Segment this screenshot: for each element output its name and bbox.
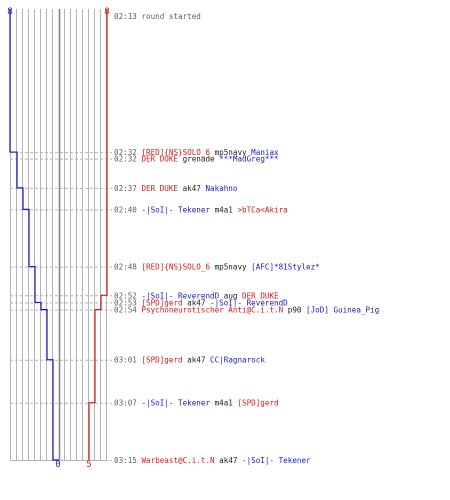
- player-name: >bTCa<Akira: [237, 205, 287, 214]
- red-top-score-label: 8: [104, 7, 109, 17]
- blue-team-alive-line: [9, 9, 59, 461]
- player-name: [JoD] Guinea_Pig: [306, 306, 379, 315]
- event-time: 02:48: [114, 263, 141, 272]
- weapon-name: ak47: [178, 184, 205, 193]
- kill-entry: 03:15 Warbeast@C.i.t.N ak47 -|SoI|- Teke…: [114, 456, 311, 465]
- player-name: DER DUKE: [141, 184, 178, 193]
- player-name: [SPD]gerd: [141, 356, 182, 365]
- player-name: ***MadGreg***: [219, 155, 278, 164]
- kill-entry: 02:52 -|SoI|- ReverendD aug DER DUKE: [114, 291, 279, 300]
- round-start-entry: 02:13 round started: [114, 12, 201, 21]
- event-time: 02:40: [114, 205, 141, 214]
- player-name: Maniax: [251, 148, 279, 157]
- weapon-name: mp5navy: [210, 263, 251, 272]
- red-bottom-score-label: 5: [86, 460, 91, 470]
- player-name: Nakahno: [205, 184, 237, 193]
- kill-entry: 02:37 DER DUKE ak47 Nakahno: [114, 184, 238, 193]
- kill-entry: 02:40 -|SoI|- Tekener m4a1 >bTCa<Akira: [114, 205, 288, 214]
- weapon-name: aug: [219, 291, 242, 300]
- kill-entry: 02:32 DER DUKE grenade ***MadGreg***: [114, 155, 279, 164]
- player-name: -|SoI|- ReverendD: [210, 298, 288, 307]
- player-name: Psychoneurotischer Anti@C.i.t.N: [141, 306, 283, 315]
- player-grid: [10, 9, 108, 461]
- event-time: 02:53: [114, 298, 141, 307]
- weapon-name: grenade: [178, 155, 219, 164]
- player-name: -|SoI|- Tekener: [242, 456, 311, 465]
- blue-bottom-score-label: 0: [55, 460, 60, 470]
- event-time: 02:32: [114, 155, 141, 164]
- weapon-name: mp5navy: [210, 148, 251, 157]
- event-time: 03:01: [114, 356, 141, 365]
- blue-top-score-label: 8: [7, 7, 12, 17]
- player-name: Warbeast@C.i.t.N: [141, 456, 215, 465]
- player-name: CC|Ragnarock: [210, 356, 265, 365]
- kill-log: 02:13 round started 02:32 [RED]{NS}SOLO_6…: [114, 12, 379, 465]
- kill-entry: 03:01 [SPD]gerd ak47 CC|Ragnarock: [114, 356, 265, 365]
- alive-lines: [9, 9, 108, 461]
- weapon-name: ak47: [183, 298, 210, 307]
- player-name: [RED]{NS}SOLO_6: [141, 148, 210, 157]
- event-time: 03:07: [114, 399, 141, 408]
- event-time: 02:54: [114, 306, 141, 315]
- player-name: DER DUKE: [242, 291, 279, 300]
- event-time: 02:52: [114, 291, 141, 300]
- player-name: [SPD]gerd: [141, 298, 182, 307]
- player-name: [SPD]gerd: [237, 399, 278, 408]
- player-name: -|SoI|- ReverendD: [141, 291, 219, 300]
- player-name: [AFC]*81Stylez*: [251, 263, 320, 272]
- event-time: 02:37: [114, 184, 141, 193]
- kill-entry: 02:32 [RED]{NS}SOLO_6 mp5navy Maniax: [114, 148, 279, 157]
- weapon-name: m4a1: [210, 205, 237, 214]
- weapon-name: ak47: [215, 456, 242, 465]
- score-labels: 8 8 0 5: [7, 7, 109, 470]
- event-guide-lines: [10, 152, 112, 461]
- player-name: DER DUKE: [141, 155, 178, 164]
- weapon-name: ak47: [183, 356, 210, 365]
- weapon-name: p90: [283, 306, 306, 315]
- event-time: 02:32: [114, 148, 141, 157]
- weapon-name: m4a1: [210, 399, 237, 408]
- kill-entry: 03:07 -|SoI|- Tekener m4a1 [SPD]gerd: [114, 399, 279, 408]
- event-time: 02:13: [114, 12, 141, 21]
- kill-entry: 02:48 [RED]{NS}SOLO_6 mp5navy [AFC]*81St…: [114, 263, 320, 272]
- player-name: [RED]{NS}SOLO_6: [141, 263, 210, 272]
- kill-entry: 02:54 Psychoneurotischer Anti@C.i.t.N p9…: [114, 306, 379, 315]
- event-time: 03:15: [114, 456, 141, 465]
- player-name: -|SoI|- Tekener: [141, 399, 210, 408]
- player-name: -|SoI|- Tekener: [141, 205, 210, 214]
- event-text: round started: [141, 12, 200, 21]
- kill-entry: 02:53 [SPD]gerd ak47 -|SoI|- ReverendD: [114, 298, 288, 307]
- red-team-alive-line: [88, 9, 108, 460]
